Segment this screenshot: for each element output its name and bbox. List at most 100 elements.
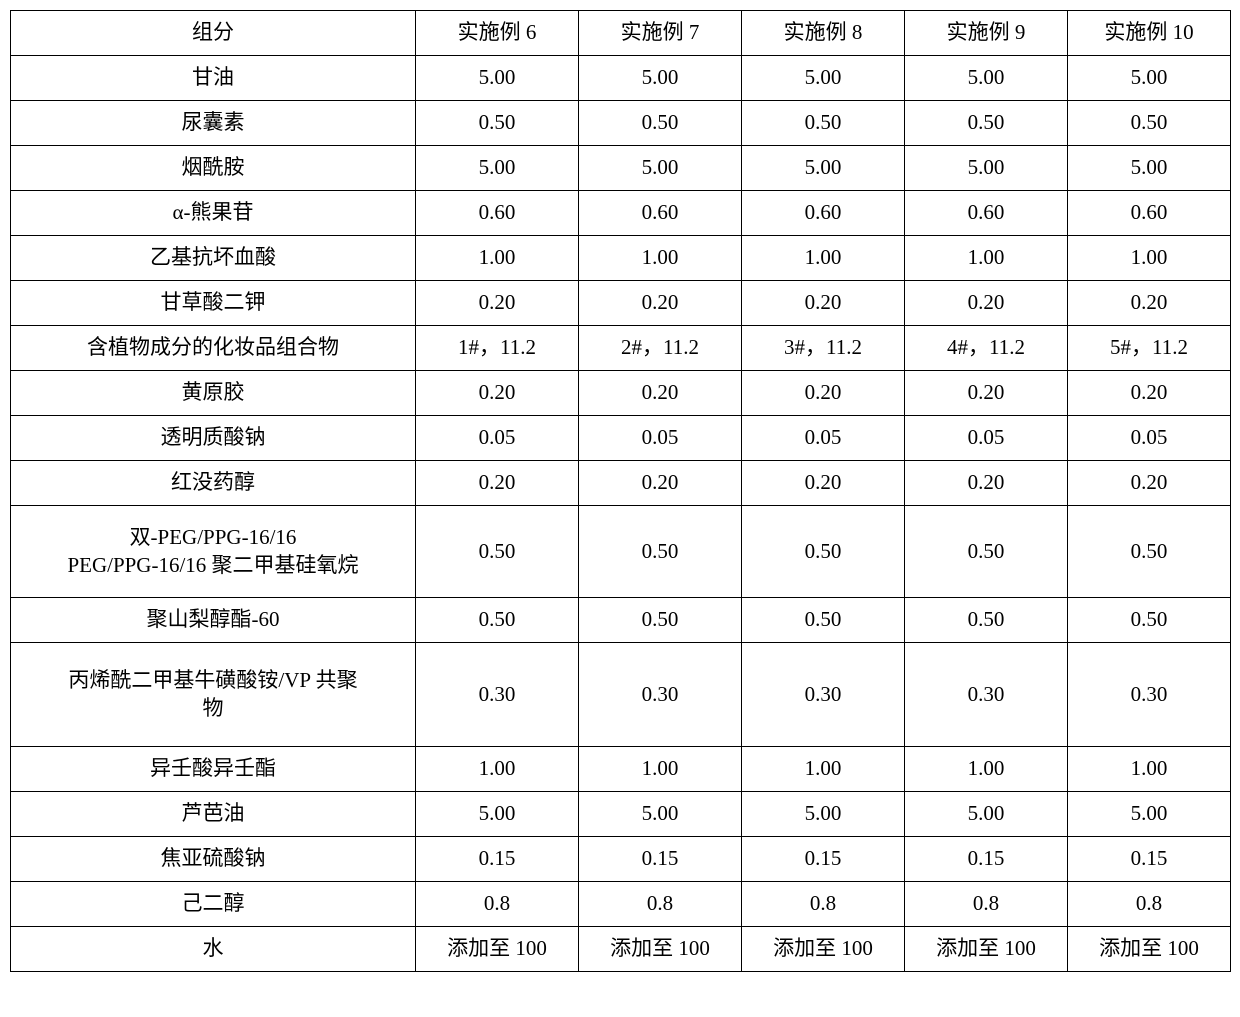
- row-value: 0.20: [579, 461, 742, 506]
- row-label: 烟酰胺: [11, 146, 416, 191]
- row-value: 5.00: [579, 146, 742, 191]
- row-value: 0.50: [416, 598, 579, 643]
- row-value: 0.8: [1068, 882, 1231, 927]
- row-value: 添加至 100: [905, 927, 1068, 972]
- table-row: 丙烯酰二甲基牛磺酸铵/VP 共聚物0.300.300.300.300.30: [11, 643, 1231, 747]
- row-value: 0.50: [1068, 101, 1231, 146]
- row-value: 0.15: [905, 837, 1068, 882]
- row-value: 0.20: [742, 371, 905, 416]
- row-value: 0.30: [1068, 643, 1231, 747]
- row-value: 0.05: [742, 416, 905, 461]
- row-value: 0.20: [579, 371, 742, 416]
- row-value: 5.00: [905, 146, 1068, 191]
- row-value: 0.20: [905, 371, 1068, 416]
- row-label: 焦亚硫酸钠: [11, 837, 416, 882]
- row-label: 甘草酸二钾: [11, 281, 416, 326]
- row-value: 0.05: [416, 416, 579, 461]
- row-value: 0.20: [416, 371, 579, 416]
- row-value: 0.20: [905, 281, 1068, 326]
- row-value: 0.15: [579, 837, 742, 882]
- row-value: 1.00: [416, 236, 579, 281]
- table-row: 红没药醇0.200.200.200.200.20: [11, 461, 1231, 506]
- row-value: 0.8: [416, 882, 579, 927]
- col-header-ex6: 实施例 6: [416, 11, 579, 56]
- row-value: 0.50: [905, 101, 1068, 146]
- row-value: 0.50: [579, 101, 742, 146]
- col-header-component: 组分: [11, 11, 416, 56]
- table-row: 甘草酸二钾0.200.200.200.200.20: [11, 281, 1231, 326]
- col-header-ex7: 实施例 7: [579, 11, 742, 56]
- row-value: 0.20: [416, 281, 579, 326]
- row-value: 0.20: [742, 461, 905, 506]
- row-value: 0.50: [579, 506, 742, 598]
- row-label: 己二醇: [11, 882, 416, 927]
- row-value: 3#，11.2: [742, 326, 905, 371]
- row-label: 乙基抗坏血酸: [11, 236, 416, 281]
- row-value: 0.60: [579, 191, 742, 236]
- row-value: 5.00: [742, 146, 905, 191]
- row-value: 5.00: [742, 56, 905, 101]
- row-value: 0.20: [1068, 461, 1231, 506]
- table-row: 透明质酸钠0.050.050.050.050.05: [11, 416, 1231, 461]
- row-value: 0.15: [416, 837, 579, 882]
- row-value: 0.15: [742, 837, 905, 882]
- col-header-ex9: 实施例 9: [905, 11, 1068, 56]
- table-row: α-熊果苷0.600.600.600.600.60: [11, 191, 1231, 236]
- row-value: 5.00: [416, 792, 579, 837]
- table-row: 己二醇0.80.80.80.80.8: [11, 882, 1231, 927]
- table-row: 聚山梨醇酯-600.500.500.500.500.50: [11, 598, 1231, 643]
- row-value: 0.20: [416, 461, 579, 506]
- row-value: 0.50: [579, 598, 742, 643]
- row-value: 0.20: [579, 281, 742, 326]
- row-value: 5.00: [416, 146, 579, 191]
- row-value: 0.30: [416, 643, 579, 747]
- row-label: 芦芭油: [11, 792, 416, 837]
- row-value: 0.60: [905, 191, 1068, 236]
- row-value: 5#，11.2: [1068, 326, 1231, 371]
- row-value: 添加至 100: [416, 927, 579, 972]
- row-value: 0.50: [416, 101, 579, 146]
- row-value: 5.00: [905, 792, 1068, 837]
- row-value: 0.60: [742, 191, 905, 236]
- row-value: 1.00: [905, 236, 1068, 281]
- row-value: 5.00: [579, 792, 742, 837]
- col-header-ex10: 实施例 10: [1068, 11, 1231, 56]
- row-value: 5.00: [416, 56, 579, 101]
- row-value: 5.00: [1068, 146, 1231, 191]
- row-value: 0.30: [742, 643, 905, 747]
- table-row: 水添加至 100添加至 100添加至 100添加至 100添加至 100: [11, 927, 1231, 972]
- row-value: 0.60: [416, 191, 579, 236]
- row-label: 双-PEG/PPG-16/16PEG/PPG-16/16 聚二甲基硅氧烷: [11, 506, 416, 598]
- table-header-row: 组分 实施例 6 实施例 7 实施例 8 实施例 9 实施例 10: [11, 11, 1231, 56]
- row-value: 0.30: [905, 643, 1068, 747]
- row-value: 0.05: [1068, 416, 1231, 461]
- row-value: 0.20: [1068, 281, 1231, 326]
- row-value: 0.50: [742, 598, 905, 643]
- row-value: 0.60: [1068, 191, 1231, 236]
- row-value: 0.20: [905, 461, 1068, 506]
- row-value: 1.00: [579, 747, 742, 792]
- row-label: 含植物成分的化妆品组合物: [11, 326, 416, 371]
- row-value: 1.00: [742, 747, 905, 792]
- row-value: 1#，11.2: [416, 326, 579, 371]
- row-label: 异壬酸异壬酯: [11, 747, 416, 792]
- table-row: 甘油5.005.005.005.005.00: [11, 56, 1231, 101]
- row-label: 甘油: [11, 56, 416, 101]
- row-label: 聚山梨醇酯-60: [11, 598, 416, 643]
- row-value: 添加至 100: [742, 927, 905, 972]
- composition-table: 组分 实施例 6 实施例 7 实施例 8 实施例 9 实施例 10 甘油5.00…: [10, 10, 1231, 972]
- row-value: 0.50: [905, 506, 1068, 598]
- row-label: 水: [11, 927, 416, 972]
- row-label: 黄原胶: [11, 371, 416, 416]
- table-row: 黄原胶0.200.200.200.200.20: [11, 371, 1231, 416]
- table-row: 烟酰胺5.005.005.005.005.00: [11, 146, 1231, 191]
- row-value: 5.00: [905, 56, 1068, 101]
- row-value: 0.50: [742, 506, 905, 598]
- row-value: 0.20: [742, 281, 905, 326]
- row-value: 5.00: [579, 56, 742, 101]
- row-value: 1.00: [579, 236, 742, 281]
- row-value: 添加至 100: [579, 927, 742, 972]
- table-row: 尿囊素0.500.500.500.500.50: [11, 101, 1231, 146]
- row-value: 1.00: [1068, 747, 1231, 792]
- table-row: 双-PEG/PPG-16/16PEG/PPG-16/16 聚二甲基硅氧烷 0.50…: [11, 506, 1231, 598]
